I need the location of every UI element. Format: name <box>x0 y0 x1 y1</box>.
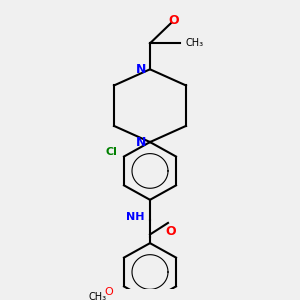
Text: O: O <box>166 225 176 238</box>
Text: Cl: Cl <box>105 147 117 157</box>
Text: N: N <box>136 136 146 148</box>
Text: O: O <box>104 287 113 297</box>
Text: O: O <box>169 14 179 27</box>
Text: CH₃: CH₃ <box>89 292 107 300</box>
Text: NH: NH <box>126 212 144 222</box>
Text: CH₃: CH₃ <box>186 38 204 48</box>
Text: N: N <box>136 63 146 76</box>
